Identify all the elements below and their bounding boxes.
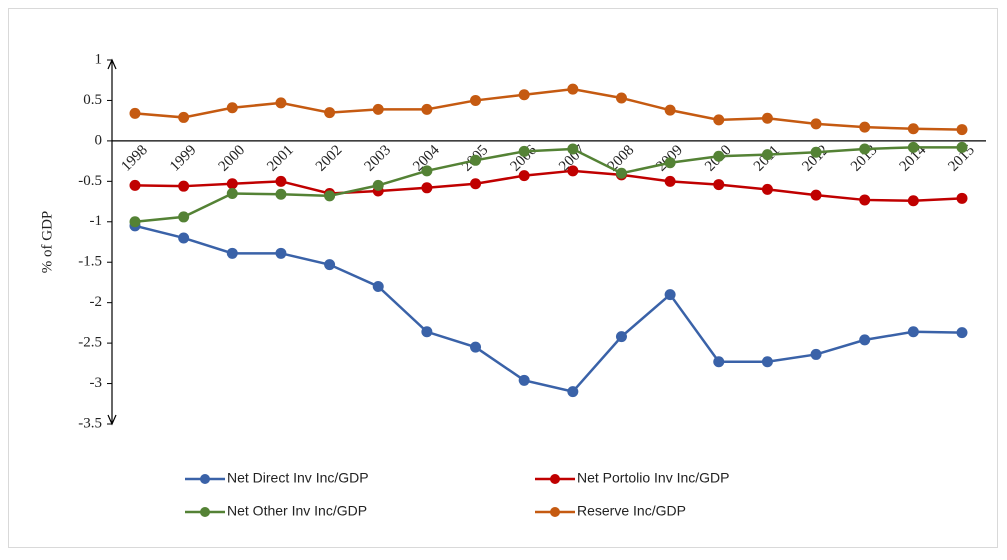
y-tick-label: 1 xyxy=(95,51,103,67)
data-point xyxy=(810,189,822,201)
data-point xyxy=(324,107,336,119)
data-point xyxy=(907,326,919,338)
y-tick-label: -3 xyxy=(90,375,103,391)
data-point xyxy=(713,114,725,126)
data-point xyxy=(859,143,871,155)
data-point xyxy=(907,195,919,207)
data-point xyxy=(129,107,141,119)
data-point xyxy=(956,192,968,204)
data-point xyxy=(567,165,579,177)
data-point xyxy=(761,356,773,368)
y-tick-label: -3.5 xyxy=(78,415,102,431)
data-point xyxy=(664,175,676,187)
data-point xyxy=(275,175,287,187)
legend-label: Reserve Inc/GDP xyxy=(577,503,686,519)
data-point xyxy=(470,341,482,353)
data-point xyxy=(470,178,482,190)
data-point xyxy=(372,280,384,292)
legend-marker xyxy=(550,507,560,517)
legend-label: Net Other Inv Inc/GDP xyxy=(227,503,367,519)
data-point xyxy=(664,157,676,169)
data-point xyxy=(810,118,822,130)
data-point xyxy=(810,348,822,360)
data-point xyxy=(470,154,482,166)
data-point xyxy=(761,149,773,161)
legend-label: Net Direct Inv Inc/GDP xyxy=(227,470,369,486)
data-point xyxy=(615,331,627,343)
legend-marker xyxy=(200,474,210,484)
y-axis-label: % of GDP xyxy=(39,211,55,274)
data-point xyxy=(664,289,676,301)
data-point xyxy=(178,180,190,192)
data-point xyxy=(518,89,530,101)
data-point xyxy=(226,187,238,199)
data-point xyxy=(178,211,190,223)
data-point xyxy=(518,170,530,182)
series-line xyxy=(134,169,963,202)
y-tick-label: 0 xyxy=(95,132,103,148)
data-point xyxy=(713,150,725,162)
data-point xyxy=(615,167,627,179)
data-point xyxy=(810,146,822,158)
data-point xyxy=(907,123,919,135)
data-point xyxy=(129,179,141,191)
series-line xyxy=(134,224,963,394)
chart-frame xyxy=(8,8,998,548)
legend-marker xyxy=(550,474,560,484)
data-point xyxy=(615,92,627,104)
data-point xyxy=(372,103,384,115)
data-point xyxy=(372,179,384,191)
data-point xyxy=(275,97,287,109)
series-line xyxy=(134,146,962,224)
y-tick-label: -1.5 xyxy=(78,254,102,270)
data-point xyxy=(859,121,871,133)
y-tick-label: -2 xyxy=(90,294,103,310)
data-point xyxy=(470,94,482,106)
data-point xyxy=(275,188,287,200)
data-point xyxy=(859,194,871,206)
y-tick-label: -1 xyxy=(90,213,103,229)
data-point xyxy=(956,124,968,136)
data-point xyxy=(324,259,336,271)
data-point xyxy=(567,83,579,95)
data-point xyxy=(518,145,530,157)
data-point xyxy=(859,334,871,346)
data-point xyxy=(421,165,433,177)
data-point xyxy=(421,326,433,338)
data-point xyxy=(324,190,336,202)
legend-label: Net Portolio Inv Inc/GDP xyxy=(577,470,730,486)
data-point xyxy=(956,141,968,153)
data-point xyxy=(761,183,773,195)
data-point xyxy=(226,102,238,114)
data-point xyxy=(713,179,725,191)
data-point xyxy=(421,182,433,194)
data-point xyxy=(226,178,238,190)
data-point xyxy=(275,247,287,259)
data-point xyxy=(178,232,190,244)
y-tick-label: -0.5 xyxy=(78,173,102,189)
data-point xyxy=(664,104,676,116)
data-point xyxy=(421,103,433,115)
data-point xyxy=(907,141,919,153)
y-tick-label: -2.5 xyxy=(78,335,102,351)
data-point xyxy=(761,112,773,124)
data-point xyxy=(178,111,190,123)
data-point xyxy=(567,143,579,155)
data-point xyxy=(567,386,579,398)
data-point xyxy=(713,356,725,368)
data-point xyxy=(518,374,530,386)
legend-marker xyxy=(200,507,210,517)
data-point xyxy=(226,247,238,259)
y-tick-label: 0.5 xyxy=(83,92,102,108)
series-line xyxy=(134,87,963,131)
data-point xyxy=(956,327,968,339)
data-point xyxy=(129,216,141,228)
